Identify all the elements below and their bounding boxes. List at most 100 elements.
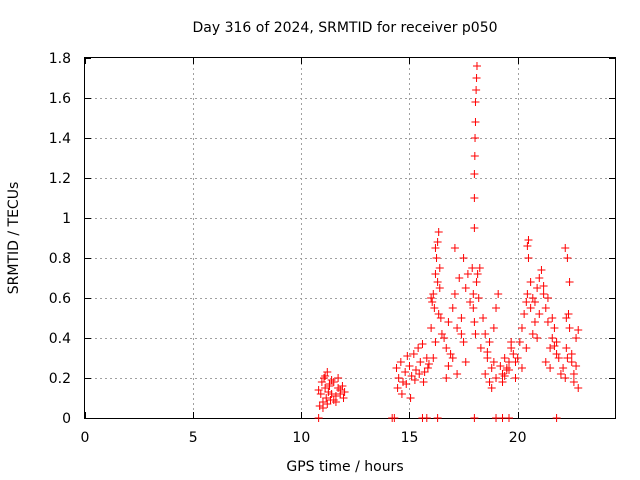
data-point (472, 86, 481, 94)
data-point (431, 270, 440, 278)
data-point (453, 370, 462, 378)
x-tick-label: 10 (292, 430, 310, 446)
data-point (469, 304, 478, 312)
data-point (492, 304, 501, 312)
data-point (314, 386, 323, 394)
data-point (500, 372, 509, 380)
data-point (450, 244, 459, 252)
data-point (450, 290, 459, 298)
data-point (470, 414, 479, 422)
data-point (528, 330, 537, 338)
data-point (390, 414, 399, 422)
data-point (470, 194, 479, 202)
data-point (505, 414, 513, 422)
y-tick-label: 0.8 (49, 251, 71, 267)
data-point (448, 354, 457, 362)
data-point (323, 368, 332, 376)
data-point (437, 330, 446, 338)
data-point (574, 326, 583, 334)
y-tick-label: 1.6 (49, 91, 71, 107)
data-point (513, 354, 522, 362)
chart-title: Day 316 of 2024, SRMTID for receiver p05… (192, 20, 497, 36)
data-point (448, 304, 457, 312)
data-point (422, 414, 431, 422)
data-point (569, 370, 578, 378)
data-point (565, 278, 574, 286)
data-point (433, 414, 442, 422)
data-point (528, 294, 537, 302)
data-point (511, 374, 520, 382)
data-point (399, 378, 407, 386)
y-tick-label: 0.4 (49, 331, 71, 347)
data-point (474, 294, 483, 302)
y-tick-label: 0.2 (49, 371, 71, 387)
data-point (471, 134, 480, 142)
x-tick-label: 15 (401, 430, 419, 446)
y-tick-label: 1.8 (49, 51, 71, 67)
data-point (470, 152, 479, 160)
data-point (485, 338, 494, 346)
data-point (340, 388, 349, 396)
data-point (314, 414, 323, 422)
data-point (485, 378, 494, 386)
data-point (430, 304, 439, 312)
data-point (539, 282, 548, 290)
data-point (418, 340, 427, 348)
data-point (442, 374, 451, 382)
x-tick-label: 20 (509, 430, 527, 446)
data-point (463, 270, 472, 278)
data-point (431, 244, 440, 252)
data-point (469, 290, 478, 298)
data-point (331, 398, 340, 406)
data-point (561, 244, 570, 252)
data-point (396, 358, 405, 366)
data-point (498, 370, 507, 378)
y-tick-label: 1.2 (49, 171, 71, 187)
data-point (434, 228, 443, 236)
data-point (511, 358, 520, 366)
data-point (444, 318, 453, 326)
data-point (472, 74, 481, 82)
data-point (565, 324, 574, 332)
data-point (533, 284, 542, 292)
data-point (455, 274, 464, 282)
data-point (562, 344, 571, 352)
data-point (409, 350, 418, 358)
data-point (479, 314, 488, 322)
grid (85, 58, 615, 418)
data-point (526, 278, 535, 286)
data-point (546, 364, 555, 372)
y-tick-label: 0.6 (49, 291, 71, 307)
data-point (325, 382, 334, 390)
data-point (562, 314, 571, 322)
data-point (429, 354, 438, 362)
data-point (459, 254, 468, 262)
x-axis-label: GPS time / hours (286, 459, 403, 475)
data-point (468, 264, 477, 272)
data-point (517, 324, 526, 332)
data-point (522, 344, 531, 352)
data-point (481, 370, 490, 378)
data-point (470, 170, 479, 178)
data-point (556, 370, 565, 378)
data-point (429, 290, 438, 298)
data-point (339, 394, 348, 402)
data-point (432, 254, 441, 262)
data-point (543, 318, 552, 326)
x-tick-label: 0 (81, 430, 90, 446)
data-point (543, 294, 552, 302)
x-tick-label: 5 (189, 430, 198, 446)
data-point (559, 364, 568, 372)
data-point (336, 390, 345, 398)
data-point (494, 290, 503, 298)
data-points (314, 62, 583, 422)
data-point (473, 270, 482, 278)
data-point (509, 350, 518, 358)
data-point (524, 254, 533, 262)
data-point (548, 314, 557, 322)
data-point (522, 298, 531, 306)
data-point (459, 338, 468, 346)
data-point (554, 354, 563, 362)
data-point (489, 324, 498, 332)
